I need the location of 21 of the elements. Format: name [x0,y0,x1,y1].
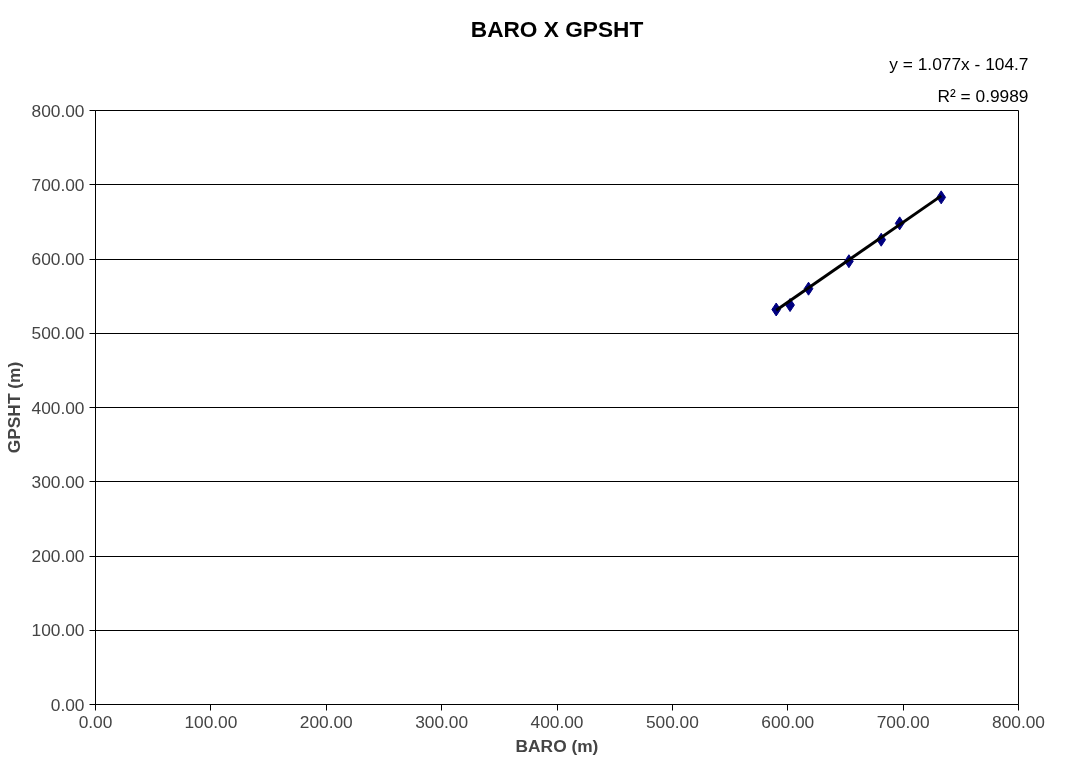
x-tick-label: 100.00 [184,711,238,732]
x-tick-label: 300.00 [415,711,469,732]
x-tick-label: 400.00 [530,711,584,732]
x-tick-label: 700.00 [876,711,930,732]
x-tick-label: 600.00 [761,711,815,732]
y-tick-label: 600.00 [31,249,85,269]
y-tick-label: 800.00 [31,100,85,121]
y-tick-label: 700.00 [31,174,85,195]
text: R² = 0.9989 [937,85,1029,106]
x-tick-label: 500.00 [645,711,699,732]
chart-title: BARO X GPSHT [470,15,644,42]
y-tick-label: 200.00 [31,546,85,566]
y-tick-label: 400.00 [31,397,85,418]
y-axis-title: GPSHT (m) [3,361,24,454]
y-tick-label: 100.00 [31,620,85,641]
x-tick-label: 800.00 [992,711,1045,732]
y-tick-label: 300.00 [31,471,85,492]
x-axis-title: BARO (m) [515,735,599,756]
y-tick-label: 500.00 [31,323,85,344]
text: y = 1.077x - 104.7 [889,53,1029,74]
x-tick-label: 200.00 [299,711,353,732]
